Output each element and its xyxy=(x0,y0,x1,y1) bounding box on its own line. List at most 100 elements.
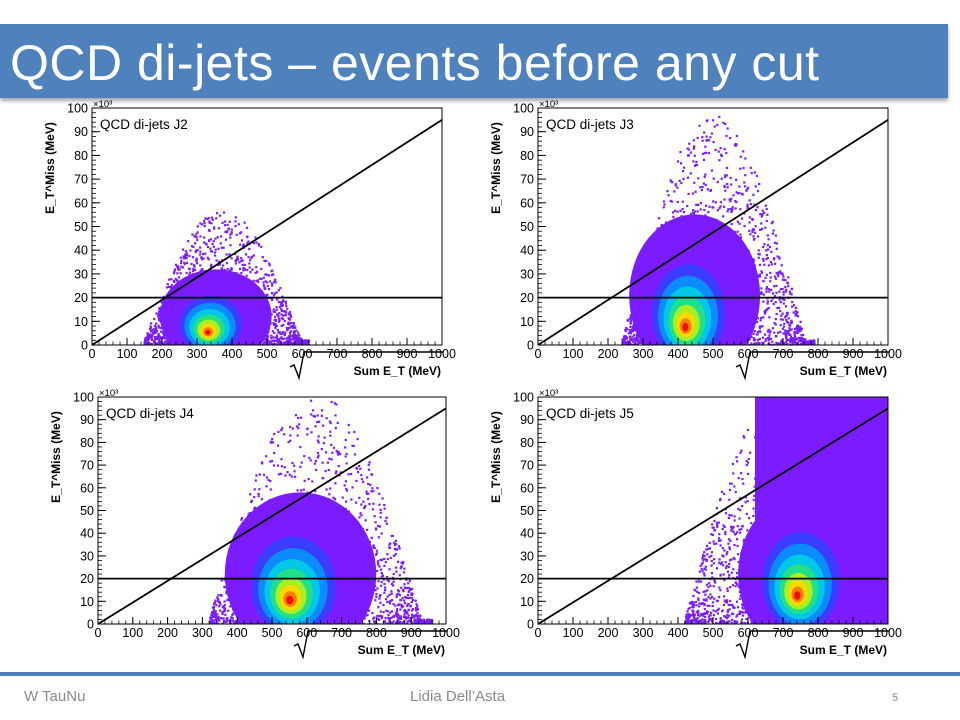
title-bar xyxy=(0,24,948,98)
x-tick-label: 900 xyxy=(843,347,864,361)
y-tick-label: 80 xyxy=(74,149,88,163)
x-axis-label: Sum E_T (MeV) xyxy=(800,364,887,378)
cut-line-diagonal xyxy=(91,119,443,346)
y-multiplier: ×10³ xyxy=(93,99,112,110)
x-tick-label: 200 xyxy=(598,347,619,361)
y-multiplier: ×10³ xyxy=(539,388,558,399)
x-axis-label: Sum E_T (MeV) xyxy=(358,643,445,657)
y-tick-label: 20 xyxy=(520,291,534,305)
x-tick-label: 900 xyxy=(843,626,864,640)
x-tick-label: 400 xyxy=(668,347,689,361)
y-tick-label: 70 xyxy=(80,459,94,473)
y-tick-label: 10 xyxy=(520,315,534,329)
x-tick-label: 300 xyxy=(633,626,654,640)
x-tick-label: 800 xyxy=(366,626,387,640)
footer-rule xyxy=(0,672,960,676)
y-tick-label: 100 xyxy=(73,391,94,405)
y-tick-label: 0 xyxy=(527,618,534,632)
x-axis-label: Sum E_T (MeV) xyxy=(354,364,441,378)
x-tick-label: 1000 xyxy=(428,347,456,361)
y-tick-label: 60 xyxy=(80,481,94,495)
y-tick-label: 50 xyxy=(74,220,88,234)
y-tick-label: 80 xyxy=(80,436,94,450)
y-tick-label: 20 xyxy=(74,291,88,305)
y-tick-label: 100 xyxy=(513,102,534,116)
x-tick-label: 800 xyxy=(808,347,829,361)
y-axis-label: E_T^Miss (MeV) xyxy=(489,411,503,503)
y-tick-label: 40 xyxy=(520,527,534,541)
cut-line-diagonal xyxy=(537,119,889,346)
x-tick-label: 100 xyxy=(563,347,584,361)
event-density xyxy=(621,115,816,345)
footer-author: Lidia Dell’Asta xyxy=(410,688,506,705)
y-tick-label: 50 xyxy=(520,220,534,234)
x-tick-label: 400 xyxy=(227,626,248,640)
chart-title: QCD di-jets J2 xyxy=(100,117,188,132)
y-tick-label: 90 xyxy=(520,125,534,139)
y-tick-label: 60 xyxy=(74,196,88,210)
y-axis-label: E_T^Miss (MeV) xyxy=(43,122,57,214)
y-tick-label: 30 xyxy=(520,267,534,281)
chart-panel-4: 0 100 200 300 400 500 600 700 800 900 1000 0 10 20 30 4… xyxy=(489,388,902,660)
chart-panel-1: 0 100 200 300 400 500 600 700 800 900 1000 0 10 20 30 4… xyxy=(43,99,456,381)
sqrt-symbol xyxy=(293,630,447,660)
chart-panel-3: 0 100 200 300 400 500 600 700 800 900 1000 0 10 20 30 4… xyxy=(49,388,460,660)
x-tick-label: 100 xyxy=(563,626,584,640)
chart-title: QCD di-jets J5 xyxy=(546,406,634,421)
density-level-8 xyxy=(286,595,294,605)
x-tick-label: 1000 xyxy=(432,626,460,640)
sqrt-symbol xyxy=(735,630,889,660)
y-tick-label: 30 xyxy=(80,549,94,563)
y-tick-label: 70 xyxy=(520,173,534,187)
page-number: 5 xyxy=(892,692,899,704)
x-tick-label: 500 xyxy=(257,347,278,361)
y-tick-label: 80 xyxy=(520,436,534,450)
y-tick-label: 70 xyxy=(74,173,88,187)
y-tick-label: 10 xyxy=(520,595,534,609)
y-tick-label: 10 xyxy=(74,315,88,329)
density-level-8 xyxy=(205,330,211,335)
x-tick-label: 700 xyxy=(773,347,794,361)
x-tick-label: 500 xyxy=(262,626,283,640)
y-tick-label: 0 xyxy=(81,339,88,353)
x-tick-label: 200 xyxy=(598,626,619,640)
density-level-8 xyxy=(794,591,801,600)
x-tick-label: 800 xyxy=(362,347,383,361)
chart-title: QCD di-jets J3 xyxy=(546,117,634,132)
y-tick-label: 90 xyxy=(74,125,88,139)
sqrt-symbol xyxy=(289,351,443,381)
y-axis-label: E_T^Miss (MeV) xyxy=(489,122,503,214)
x-tick-label: 900 xyxy=(397,347,418,361)
x-tick-label: 500 xyxy=(703,347,724,361)
chart-panel-2: 0 100 200 300 400 500 600 700 800 900 1000 0 10 20 30 4… xyxy=(489,99,902,381)
x-tick-label: 500 xyxy=(703,626,724,640)
y-tick-label: 100 xyxy=(513,391,534,405)
y-tick-label: 80 xyxy=(520,149,534,163)
sqrt-symbol xyxy=(735,351,889,381)
x-tick-label: 300 xyxy=(192,626,213,640)
y-tick-label: 70 xyxy=(520,459,534,473)
x-tick-label: 100 xyxy=(122,626,143,640)
x-tick-label: 600 xyxy=(738,347,759,361)
y-tick-label: 50 xyxy=(80,504,94,518)
chart-title: QCD di-jets J4 xyxy=(106,406,194,421)
x-tick-label: 0 xyxy=(89,347,96,361)
y-tick-label: 90 xyxy=(520,413,534,427)
x-tick-label: 0 xyxy=(95,626,102,640)
x-tick-label: 300 xyxy=(633,347,654,361)
y-tick-label: 100 xyxy=(67,102,88,116)
y-tick-label: 60 xyxy=(520,196,534,210)
y-tick-label: 40 xyxy=(74,244,88,258)
slide-title: QCD di-jets – events before any cut xyxy=(10,35,820,91)
x-tick-label: 900 xyxy=(401,626,422,640)
x-tick-label: 0 xyxy=(535,347,542,361)
y-tick-label: 40 xyxy=(80,527,94,541)
x-tick-label: 400 xyxy=(222,347,243,361)
y-tick-label: 0 xyxy=(527,339,534,353)
density-level-8 xyxy=(682,323,689,332)
y-tick-label: 90 xyxy=(80,413,94,427)
y-tick-label: 30 xyxy=(520,549,534,563)
x-tick-label: 1000 xyxy=(874,347,902,361)
y-tick-label: 20 xyxy=(80,572,94,586)
